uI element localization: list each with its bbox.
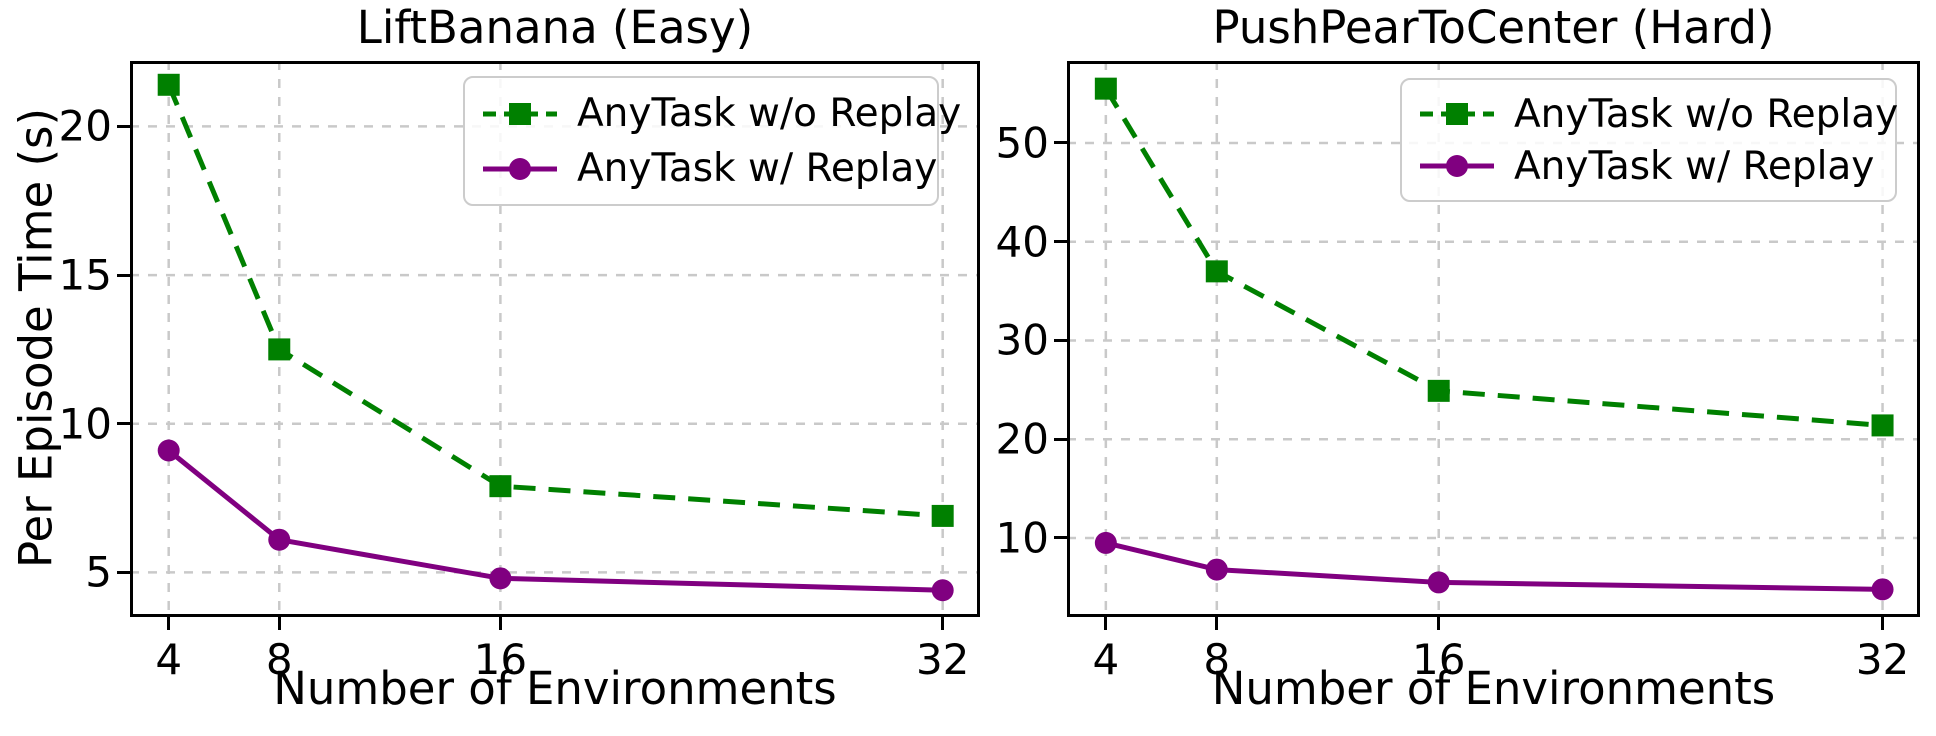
legend-item: AnyTask w/o Replay (481, 91, 961, 136)
chart-panel-liftbanana: LiftBanana (Easy) Per Episode Time (s) N… (9, 1, 980, 715)
chart-title: LiftBanana (Easy) (356, 1, 754, 54)
legend-item-label: AnyTask w/ Replay (577, 146, 938, 191)
y-tick-mark (1054, 338, 1067, 342)
legend-sample-line (483, 102, 557, 125)
y-tick-mark (1054, 141, 1067, 145)
y-tick-mark (117, 422, 130, 426)
y-tick-mark (117, 124, 130, 128)
x-tick-mark (498, 617, 502, 630)
y-axis-label: Per Episode Time (s) (9, 107, 63, 569)
y-tick-label: 30 (995, 315, 1049, 365)
y-tick-mark (117, 570, 130, 574)
x-axis-label: Number of Environments (1211, 662, 1776, 715)
legend-sample-line (1420, 155, 1494, 177)
legend: AnyTask w/o Replay AnyTask w/ Replay (1400, 78, 1898, 202)
x-axis-label: Number of Environments (273, 662, 837, 715)
legend-item-label: AnyTask w/o Replay (1514, 91, 1899, 137)
y-tick-label: 15 (58, 250, 112, 300)
x-tick-label: 16 (1411, 635, 1466, 684)
x-tick-label: 8 (1203, 635, 1231, 684)
legend-sample-line (483, 157, 557, 180)
y-tick-label: 20 (58, 101, 112, 151)
x-tick-label: 4 (155, 635, 183, 684)
x-tick-label: 8 (265, 635, 293, 684)
legend-item: AnyTask w/ Replay (1418, 144, 1879, 189)
legend-sample-line (1420, 103, 1494, 125)
x-tick-mark (1104, 617, 1108, 630)
chart-panel-pushpeartocenter: PushPearToCenter (Hard) Number of Enviro… (990, 0, 1936, 736)
x-tick-mark (1437, 617, 1441, 630)
legend: AnyTask w/o Replay AnyTask w/ Replay (463, 76, 961, 206)
x-tick-mark (1881, 617, 1885, 630)
y-tick-label: 50 (995, 118, 1049, 168)
y-tick-mark (1054, 240, 1067, 244)
y-tick-mark (1054, 536, 1067, 540)
x-tick-label: 32 (1855, 635, 1910, 684)
x-tick-label: 32 (915, 635, 970, 684)
legend-item: AnyTask w/ Replay (481, 146, 937, 191)
x-tick-mark (941, 617, 945, 630)
x-tick-label: 4 (1092, 635, 1120, 684)
y-tick-label: 40 (995, 217, 1049, 267)
x-tick-mark (167, 617, 171, 630)
y-tick-mark (1054, 437, 1067, 441)
y-tick-label: 10 (995, 513, 1049, 563)
y-tick-label: 20 (995, 414, 1049, 464)
legend-item-label: AnyTask w/o Replay (577, 91, 962, 136)
chart-title: PushPearToCenter (Hard) (1212, 1, 1775, 54)
x-tick-label: 16 (473, 635, 528, 684)
legend-item: AnyTask w/o Replay (1418, 92, 1898, 137)
y-tick-mark (117, 273, 130, 277)
x-tick-mark (1215, 617, 1219, 630)
y-tick-label: 10 (58, 399, 112, 449)
y-tick-label: 5 (85, 547, 112, 597)
legend-item-label: AnyTask w/ Replay (1514, 143, 1875, 189)
x-tick-mark (277, 617, 281, 630)
